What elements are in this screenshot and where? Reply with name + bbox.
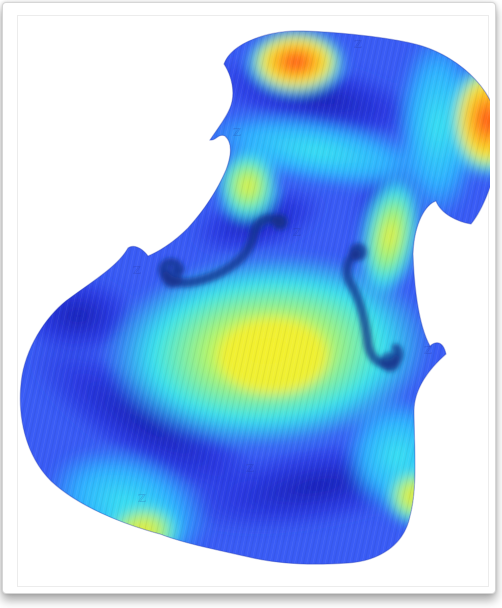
svg-text:ℤ: ℤ (354, 38, 362, 51)
left-f-hole (158, 214, 285, 288)
violin-mode-shape-image: ℤ ℤ ℤ ℤ ℤ ℤ ℤ (19, 30, 490, 565)
violin-plate: ℤ ℤ ℤ ℤ ℤ ℤ ℤ (20, 30, 490, 565)
f-holes (158, 214, 404, 372)
svg-text:ℤ: ℤ (138, 492, 146, 505)
svg-text:ℤ: ℤ (424, 344, 432, 357)
svg-text:ℤ: ℤ (233, 126, 241, 139)
plot-canvas: ℤ ℤ ℤ ℤ ℤ ℤ ℤ (17, 15, 490, 587)
svg-text:ℤ: ℤ (133, 264, 141, 277)
photo-frame: ℤ ℤ ℤ ℤ ℤ ℤ ℤ (2, 2, 496, 594)
svg-text:ℤ: ℤ (246, 462, 254, 475)
violin-outline (19, 30, 490, 565)
svg-text:ℤ: ℤ (293, 226, 301, 239)
